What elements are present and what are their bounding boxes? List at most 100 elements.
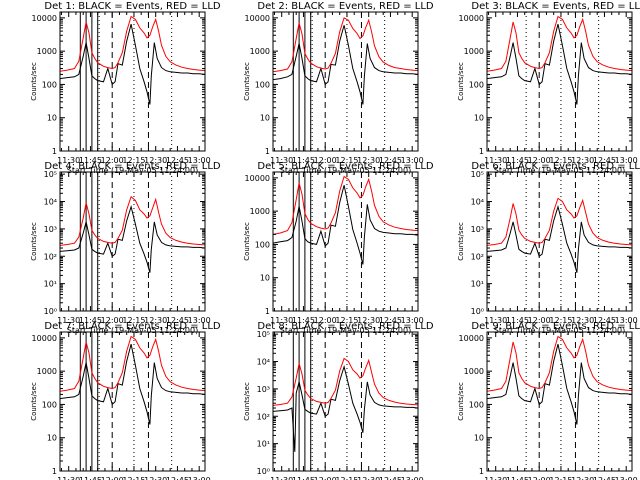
y-tick-label: 1 xyxy=(479,467,484,476)
y-tick-label: 10² xyxy=(471,252,484,261)
x-axis-label: Start Time (19-May-05 11:24:00) xyxy=(67,166,198,175)
x-tick-label: 12:45 xyxy=(166,316,189,325)
detector-panel: Det 2: BLACK = Events, RED = LLD 1 10 100 10… xyxy=(243,1,434,175)
x-tick-label: 11:45 xyxy=(506,156,529,165)
x-tick-label: 12:45 xyxy=(166,156,189,165)
y-tick-label: 10⁴ xyxy=(257,358,270,367)
y-tick-label: 10² xyxy=(257,412,270,421)
lld-series-line xyxy=(487,197,632,246)
panel-title: Det 7: BLACK = Events, RED = LLD xyxy=(44,321,221,332)
x-tick-label: 11:30 xyxy=(57,156,80,165)
events-series-line xyxy=(273,364,418,452)
y-tick-label: 10⁵ xyxy=(44,170,57,179)
x-tick-label: 12:15 xyxy=(549,476,572,480)
y-tick-label: 100 xyxy=(469,80,484,89)
x-tick-label: 12:45 xyxy=(593,156,616,165)
detector-panel: Det 6: BLACK = Events, RED = LLD 10⁰ 10¹ 10… xyxy=(457,161,640,335)
events-series-line xyxy=(487,343,632,425)
x-tick-label: 11:30 xyxy=(270,156,293,165)
x-tick-label: 11:30 xyxy=(484,156,507,165)
y-tick-label: 10⁴ xyxy=(471,198,484,207)
y-tick-label: 1 xyxy=(479,147,484,156)
x-tick-label: 13:00 xyxy=(401,476,424,480)
marker-lines xyxy=(79,172,173,311)
y-tick-label: 10² xyxy=(44,252,57,261)
x-tick-label: 12:15 xyxy=(122,156,145,165)
x-tick-label: 12:45 xyxy=(379,476,402,480)
plot-frame xyxy=(272,11,419,152)
x-tick-label: 12:30 xyxy=(357,316,380,325)
x-axis-label: Start Time (19-May-05 11:24:00) xyxy=(280,326,411,335)
y-tick-label: 10 xyxy=(260,274,270,283)
y-axis-label: Counts/sec xyxy=(30,382,38,421)
plot-frame xyxy=(272,171,419,312)
y-axis-label: Counts/sec xyxy=(457,382,465,421)
y-tick-label: 100 xyxy=(255,240,270,249)
y-tick-label: 100 xyxy=(42,80,57,89)
x-tick-label: 12:30 xyxy=(357,156,380,165)
lld-series-line xyxy=(273,175,418,235)
x-tick-label: 11:30 xyxy=(484,476,507,480)
y-tick-label: 10¹ xyxy=(471,280,484,289)
y-tick-label: 10⁴ xyxy=(44,198,57,207)
marker-lines xyxy=(525,332,600,471)
detector-panel: Det 9: BLACK = Events, RED = LLD 1 10 100 10… xyxy=(457,321,640,480)
y-tick-label: 10⁰ xyxy=(44,307,57,316)
x-tick-label: 11:30 xyxy=(57,476,80,480)
y-tick-label: 1000 xyxy=(37,367,57,376)
x-tick-label: 12:30 xyxy=(571,476,594,480)
lld-series-line xyxy=(60,15,205,72)
y-tick-label: 10³ xyxy=(257,385,270,394)
y-tick-label: 1000 xyxy=(250,47,270,56)
x-tick-label: 12:45 xyxy=(379,156,402,165)
events-series-line xyxy=(487,23,632,105)
x-tick-label: 12:45 xyxy=(379,316,402,325)
x-tick-label: 11:45 xyxy=(79,316,102,325)
x-tick-label: 12:45 xyxy=(593,476,616,480)
y-tick-label: 10 xyxy=(47,114,57,123)
lld-series-line xyxy=(487,335,632,392)
y-tick-label: 10000 xyxy=(459,14,484,23)
x-tick-label: 13:00 xyxy=(401,316,424,325)
plot-frame xyxy=(272,331,419,472)
x-tick-label: 12:30 xyxy=(144,316,167,325)
plot-frame xyxy=(59,11,206,152)
lld-series-line xyxy=(60,195,205,246)
series-group xyxy=(60,195,205,273)
x-tick-label: 12:30 xyxy=(144,156,167,165)
marker-lines xyxy=(292,172,386,311)
y-tick-label: 1000 xyxy=(37,47,57,56)
lld-series-line xyxy=(273,17,418,73)
y-axis-label: Counts/sec xyxy=(243,382,251,421)
marker-lines xyxy=(292,332,386,471)
x-axis-label: Start Time (19-May-05 11:24:00) xyxy=(280,166,411,175)
y-tick-label: 100 xyxy=(42,400,57,409)
y-tick-label: 100 xyxy=(469,400,484,409)
y-axis-label: Counts/sec xyxy=(243,222,251,261)
y-tick-label: 10000 xyxy=(32,334,57,343)
detector-panel: Det 1: BLACK = Events, RED = LLD 1 10 100 10… xyxy=(30,1,221,175)
x-tick-label: 12:00 xyxy=(314,316,337,325)
y-tick-label: 10000 xyxy=(32,14,57,23)
x-tick-label: 12:00 xyxy=(528,156,551,165)
y-tick-label: 10⁰ xyxy=(471,307,484,316)
marker-lines xyxy=(525,172,600,311)
x-tick-label: 12:00 xyxy=(101,156,124,165)
marker-lines xyxy=(292,12,386,151)
y-tick-label: 10 xyxy=(260,114,270,123)
events-series-line xyxy=(60,204,205,273)
x-axis-label: Start Time (19-May-05 11:24:00) xyxy=(67,326,198,335)
x-tick-label: 13:00 xyxy=(188,156,211,165)
y-tick-label: 10⁵ xyxy=(257,330,270,339)
y-tick-label: 10 xyxy=(47,434,57,443)
x-tick-label: 11:30 xyxy=(57,316,80,325)
x-tick-label: 12:15 xyxy=(335,476,358,480)
y-tick-label: 10000 xyxy=(459,334,484,343)
x-tick-label: 12:15 xyxy=(335,156,358,165)
series-group xyxy=(60,335,205,425)
series-group xyxy=(60,15,205,105)
y-tick-label: 10⁵ xyxy=(471,170,484,179)
y-axis-label: Counts/sec xyxy=(30,222,38,261)
x-tick-label: 11:45 xyxy=(79,476,102,480)
y-tick-label: 1000 xyxy=(464,367,484,376)
